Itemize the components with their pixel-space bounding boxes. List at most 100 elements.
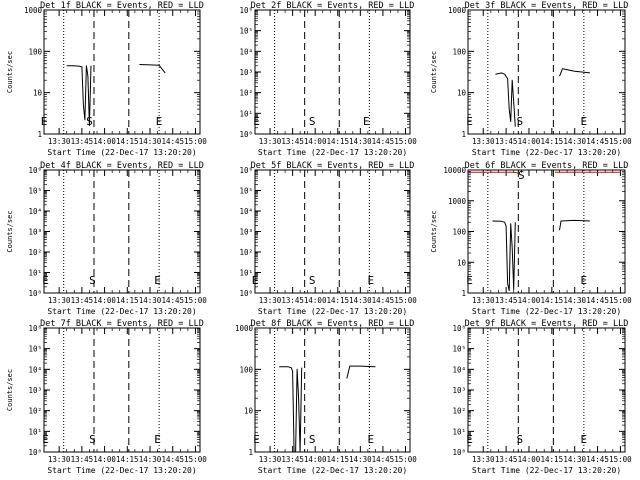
y-tick-label: 10 — [244, 407, 254, 416]
y-tick-label: 1000 — [24, 6, 43, 15]
x-tick-label: 14:30 — [563, 455, 586, 464]
event-marker-label: E — [581, 433, 588, 446]
x-tick-label: 14:15 — [116, 137, 139, 146]
x-axis-label: Start Time (22-Dec-17 13:20:20) — [47, 307, 196, 316]
panel-2: Det 2f BLACK = Events, RED = LLD Start Ti… — [239, 1, 417, 157]
x-tick-label: 14:45 — [161, 296, 184, 305]
x-tick-label: 13:45 — [281, 296, 304, 305]
y-tick-label: 10⁶ — [28, 324, 42, 333]
event-marker-label: E — [252, 274, 259, 287]
y-tick-label: 10⁴ — [28, 365, 42, 374]
x-tick-label: 14:00 — [518, 455, 541, 464]
x-axis-label: Start Time (22-Dec-17 13:20:20) — [472, 307, 621, 316]
y-tick-label: 10² — [28, 407, 42, 416]
series-line-1 — [66, 65, 92, 127]
panel-5: Det 5f BLACK = Events, RED = LLD Start Ti… — [239, 161, 417, 316]
plot-frame — [254, 327, 411, 453]
y-tick-label: 10000 — [443, 166, 466, 175]
y-tick-label: 100 — [452, 47, 466, 56]
y-tick-label: 10¹ — [28, 427, 42, 436]
y-tick-label: 1000 — [448, 6, 467, 15]
chart-title: Det 8f BLACK = Events, RED = LLD — [251, 319, 415, 329]
y-tick-label: 10⁰ — [239, 130, 253, 139]
event-marker-label: E — [363, 115, 370, 128]
y-tick-label: 10⁴ — [28, 207, 42, 216]
chart-title: Det 7f BLACK = Events, RED = LLD — [40, 319, 204, 329]
y-tick-label: 10⁵ — [452, 345, 466, 354]
y-tick-label: 10² — [239, 89, 253, 98]
x-tick-label: 14:15 — [541, 137, 564, 146]
x-tick-label: 14:30 — [563, 137, 586, 146]
plot-frame — [467, 169, 626, 294]
event-marker-label: E — [41, 115, 48, 128]
y-tick-label: 10⁰ — [452, 448, 466, 457]
x-tick-label: 15:00 — [184, 455, 207, 464]
x-tick-label: 13:30 — [48, 137, 71, 146]
y-tick-label: 10³ — [239, 228, 253, 237]
series-line-1 — [495, 72, 516, 127]
y-tick-label: 100 — [239, 365, 253, 374]
x-tick-label: 14:00 — [304, 137, 327, 146]
y-tick-label: 10⁰ — [28, 448, 42, 457]
x-axis-label: Start Time (22-Dec-17 13:20:20) — [47, 148, 196, 157]
y-axis-label: Counts/sec — [430, 210, 438, 252]
y-tick-label: 10 — [33, 89, 43, 98]
panel-1: Det 1f BLACK = Events, RED = LLD Counts/s… — [6, 1, 207, 157]
x-tick-label: 14:15 — [326, 137, 349, 146]
y-tick-label: 1000 — [448, 197, 467, 206]
event-marker-label: E — [42, 433, 49, 446]
plot-frame — [43, 327, 201, 453]
x-tick-label: 15:00 — [609, 455, 632, 464]
event-marker-label: E — [466, 433, 473, 446]
plot-frame — [254, 9, 411, 135]
series-line-1 — [279, 366, 303, 453]
event-marker-label: S — [89, 433, 96, 446]
chart-title: Det 6f BLACK = Events, RED = LLD — [465, 161, 629, 171]
plot-frame — [43, 169, 201, 294]
x-tick-label: 14:30 — [563, 296, 586, 305]
event-marker-label: E — [42, 274, 49, 287]
x-tick-label: 13:45 — [495, 455, 518, 464]
event-marker-label: E — [466, 115, 473, 128]
x-tick-label: 14:00 — [518, 137, 541, 146]
series-line-3 — [492, 220, 516, 292]
y-tick-label: 10³ — [28, 228, 42, 237]
event-marker-label: S — [518, 169, 525, 182]
y-tick-label: 1 — [461, 130, 466, 139]
chart-title: Det 9f BLACK = Events, RED = LLD — [465, 319, 629, 329]
x-tick-label: 13:30 — [259, 296, 282, 305]
x-tick-label: 13:30 — [472, 296, 495, 305]
chart-title: Det 1f BLACK = Events, RED = LLD — [40, 1, 204, 11]
x-tick-label: 14:45 — [586, 455, 609, 464]
x-tick-label: 14:30 — [139, 296, 162, 305]
x-tick-label: 13:45 — [71, 455, 94, 464]
x-tick-label: 14:45 — [586, 137, 609, 146]
y-tick-label: 10³ — [28, 386, 42, 395]
y-tick-label: 10 — [457, 89, 467, 98]
event-marker-label: S — [517, 433, 524, 446]
event-marker-label: E — [368, 433, 375, 446]
y-tick-label: 1 — [37, 130, 42, 139]
panel-9: Det 9f BLACK = Events, RED = LLD Start Ti… — [452, 319, 632, 475]
y-axis-label: Counts/sec — [6, 210, 14, 252]
y-tick-label: 10⁰ — [28, 289, 42, 298]
plot-frame — [467, 327, 626, 453]
y-tick-label: 10² — [452, 407, 466, 416]
y-tick-label: 10⁵ — [239, 27, 253, 36]
x-tick-label: 14:30 — [139, 137, 162, 146]
x-tick-label: 14:30 — [349, 296, 372, 305]
x-tick-label: 14:45 — [161, 455, 184, 464]
y-tick-label: 10¹ — [239, 269, 253, 278]
x-tick-label: 14:45 — [586, 296, 609, 305]
event-marker-label: E — [368, 274, 375, 287]
y-tick-label: 100 — [452, 228, 466, 237]
x-tick-label: 15:00 — [394, 137, 417, 146]
y-axis-label: Counts/sec — [6, 369, 14, 411]
y-tick-label: 10⁶ — [239, 166, 253, 175]
x-tick-label: 14:45 — [161, 137, 184, 146]
y-tick-label: 10² — [28, 248, 42, 257]
x-tick-label: 15:00 — [394, 455, 417, 464]
chart-title: Det 3f BLACK = Events, RED = LLD — [465, 1, 629, 11]
x-tick-label: 14:00 — [93, 137, 116, 146]
x-tick-label: 13:45 — [495, 296, 518, 305]
